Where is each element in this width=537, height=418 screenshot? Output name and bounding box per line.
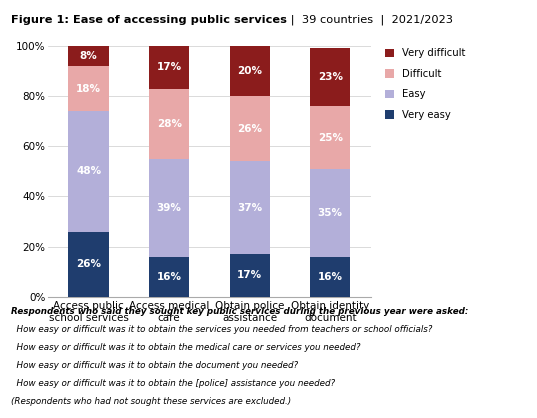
Text: 26%: 26% <box>237 124 262 134</box>
Text: 48%: 48% <box>76 166 101 176</box>
Bar <box>149 46 189 89</box>
Text: 17%: 17% <box>237 270 262 280</box>
Text: |  39 countries  |  2021/2023: | 39 countries | 2021/2023 <box>287 15 453 25</box>
Bar <box>68 46 108 66</box>
Bar <box>68 111 108 232</box>
Bar <box>68 66 108 111</box>
Text: How easy or difficult was it to obtain the medical care or services you needed?: How easy or difficult was it to obtain t… <box>11 343 360 352</box>
Text: 16%: 16% <box>157 272 182 282</box>
Bar <box>310 48 350 106</box>
Text: 23%: 23% <box>318 72 343 82</box>
Text: 17%: 17% <box>157 62 182 72</box>
Text: 39%: 39% <box>157 203 182 213</box>
Text: 18%: 18% <box>76 84 101 94</box>
Text: How easy or difficult was it to obtain the services you needed from teachers or : How easy or difficult was it to obtain t… <box>11 325 432 334</box>
Text: 37%: 37% <box>237 203 262 213</box>
Text: 20%: 20% <box>237 66 262 76</box>
Bar <box>230 96 270 161</box>
Text: (Respondents who had not sought these services are excluded.): (Respondents who had not sought these se… <box>11 397 291 406</box>
Text: 25%: 25% <box>318 133 343 143</box>
Text: 26%: 26% <box>76 259 101 269</box>
Bar <box>230 254 270 297</box>
Text: 8%: 8% <box>79 51 98 61</box>
Text: 35%: 35% <box>318 208 343 218</box>
Bar <box>149 89 189 159</box>
Text: Respondents who said they sought key public services during the previous year we: Respondents who said they sought key pub… <box>11 307 468 316</box>
Bar <box>68 232 108 297</box>
Legend: Very difficult, Difficult, Easy, Very easy: Very difficult, Difficult, Easy, Very ea… <box>385 48 466 120</box>
Text: 28%: 28% <box>157 119 182 129</box>
Text: How easy or difficult was it to obtain the document you needed?: How easy or difficult was it to obtain t… <box>11 361 298 370</box>
Text: Figure 1: Ease of accessing public services: Figure 1: Ease of accessing public servi… <box>11 15 287 25</box>
Text: 16%: 16% <box>318 272 343 282</box>
Bar <box>230 46 270 96</box>
Bar <box>310 257 350 297</box>
Bar <box>230 161 270 254</box>
Bar <box>310 106 350 169</box>
Bar <box>149 159 189 257</box>
Bar <box>310 169 350 257</box>
Bar <box>149 257 189 297</box>
Text: How easy or difficult was it to obtain the [police] assistance you needed?: How easy or difficult was it to obtain t… <box>11 379 335 388</box>
